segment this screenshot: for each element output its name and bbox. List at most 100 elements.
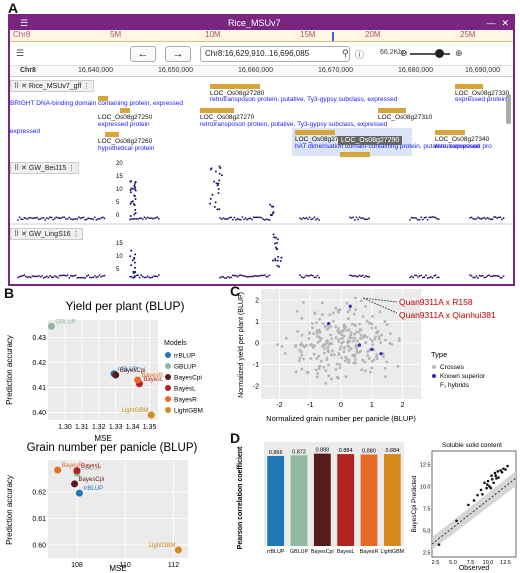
cross-point [298,359,301,363]
gene-description[interactable]: hypothetical protein [98,145,155,152]
association-point [131,200,134,203]
gene-description[interactable]: retrotransposon protein, putative, Ty3-g… [200,121,388,128]
cross-point [317,329,321,333]
association-point [249,217,252,220]
observation-point [488,485,491,488]
gene-id[interactable]: LOC_Os08g27330 [455,90,510,97]
close-icon[interactable]: ✕ [501,17,509,28]
association-point [231,274,234,277]
gene-description[interactable]: retrotransposon protein, putative, Ty3-g… [210,96,398,103]
gene-description[interactable]: expressed [10,128,40,135]
association-point [44,276,47,279]
location-input[interactable]: Chr8:16,629,910..16,696,085 [200,46,350,62]
track-scrollbar[interactable] [506,94,511,124]
gene-feature[interactable] [98,96,108,101]
gene-description[interactable]: retrotransposon pro [435,143,492,150]
association-point [431,216,434,218]
association-point [90,217,93,220]
cross-point [332,353,336,357]
cross-point [378,310,382,314]
association-point [25,275,27,278]
association-point [151,217,154,220]
cross-point [300,367,304,371]
zoom-in-icon[interactable]: ⊕ [455,48,463,58]
help-icon[interactable]: ⓘ [355,50,365,60]
menu-icon[interactable]: ☰ [20,17,29,28]
association-point [129,215,132,218]
gene-feature[interactable] [200,108,234,113]
cross-point [342,334,346,338]
gene-feature[interactable] [105,132,119,137]
cross-point [330,377,333,381]
association-point [420,216,423,219]
cross-point [312,352,316,356]
gene-id[interactable]: LOC_Os08g27250 [98,114,153,121]
gene-id[interactable]: LOC_Os08g27260 [98,138,153,145]
association-point [138,276,141,279]
list-icon[interactable]: ☰ [16,48,25,58]
cross-point [300,316,304,320]
gene-feature[interactable] [120,108,130,113]
association-point [318,219,321,221]
association-point [276,238,279,241]
coordinate-ruler[interactable]: Chr8 16,640,000 16,650,000 16,660,000 16… [10,66,513,77]
association-point [133,213,136,216]
gene-id[interactable]: LOC_Os08g27270 [200,114,255,121]
association-point [71,218,74,221]
gene-feature[interactable] [340,152,370,157]
association-point [148,276,151,279]
gene-description[interactable]: hAT dimerisation domain-containing prote… [295,143,480,150]
association-point [413,274,416,277]
gene-feature[interactable] [210,84,260,89]
association-point [437,218,440,221]
association-point [98,274,101,276]
gene-id[interactable]: LOC_Os08g27290 [295,136,350,143]
track-header-gff[interactable]: ⠿ ✕ Rice_MSUv7_gff ⋮ [10,80,95,92]
gene-description[interactable]: expressed protein [455,96,507,103]
gene-feature[interactable] [435,130,465,135]
cross-point [388,341,392,345]
association-point [280,256,283,259]
cross-point [323,325,327,329]
gene-id[interactable]: LOC_Os08g27340 [435,136,490,143]
gene-id[interactable]: LOC_Os08g27280 [210,90,265,97]
chr-tick-20m: 20M [365,30,381,39]
pan-left-button[interactable]: ← [130,46,156,62]
gene-feature[interactable] [455,84,483,89]
zoom-out-icon[interactable]: ⊖ [400,48,408,58]
association-point [501,218,503,221]
x-tick-label: -2 [276,402,282,409]
gene-id[interactable]: LOC_Os08g27310 [378,114,433,121]
gene-description[interactable]: BRIGHT DNA-binding domain containing pro… [10,100,183,107]
association-point [219,276,221,279]
association-point [315,276,317,279]
association-point [252,216,255,219]
zoom-slider[interactable] [410,53,450,55]
association-point [68,216,71,219]
track-header-beij15[interactable]: ⠿ ✕ GW_BeiJ15 ⋮ [10,162,80,174]
browser-title: Rice_MSUv7 [228,18,281,28]
association-point [434,216,437,219]
gene-feature[interactable] [295,130,335,135]
gene-description[interactable]: expressed protein [98,121,150,128]
cross-point [338,347,342,351]
chromosome-overview[interactable]: Chr8 5M 10M 15M 20M 25M [10,30,513,42]
grid [48,320,158,420]
cross-point [365,335,369,339]
cross-point [328,313,332,317]
pan-right-button[interactable]: → [165,46,191,62]
association-point [220,174,223,177]
search-icon[interactable]: ⚲ [342,48,349,58]
minimize-icon[interactable]: — [486,18,496,28]
association-point [141,218,144,221]
track-header-lings16[interactable]: ⠿ ✕ GW_LingS16 ⋮ [10,228,84,240]
gene-feature[interactable] [378,108,406,113]
x-axis-label: Normalized grain number per panicle (BLU… [266,414,416,423]
zoom-slider-handle[interactable] [435,49,444,58]
cross-point [309,357,313,360]
cross-point [337,338,341,342]
cross-point [369,370,372,374]
association-point [502,275,505,278]
association-point [20,218,23,221]
bar-value-label: 0.884 [339,448,353,454]
